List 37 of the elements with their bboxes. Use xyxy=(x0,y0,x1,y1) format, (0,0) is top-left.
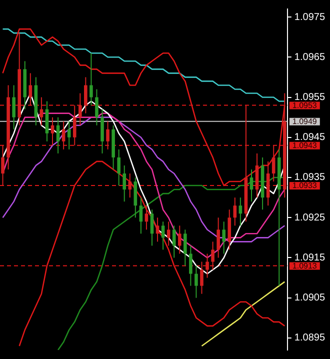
y-tick-label: 1.0975 xyxy=(294,12,326,23)
candlestick xyxy=(184,229,187,266)
y-tick-label: 1.0935 xyxy=(294,172,326,184)
candlestick xyxy=(90,52,93,106)
y-tick-label: 1.0915 xyxy=(294,252,326,264)
candlestick xyxy=(172,225,176,258)
candlestick xyxy=(250,168,254,202)
candlestick xyxy=(178,225,182,254)
candlestick xyxy=(117,148,120,186)
y-tick-label: 1.0955 xyxy=(294,92,326,104)
candlestick xyxy=(150,209,154,246)
candlestick xyxy=(194,265,198,298)
y-tick-label: 1.0965 xyxy=(294,52,326,63)
candlestick xyxy=(216,217,220,258)
ref-line-label: 1.0933 xyxy=(292,181,318,190)
candlestick xyxy=(238,197,242,226)
y-tick-label: 1.0905 xyxy=(294,292,326,304)
candlestick xyxy=(166,221,170,246)
candlestick xyxy=(233,197,237,226)
candlestick xyxy=(56,116,60,154)
candlestick xyxy=(161,221,165,250)
candlestick xyxy=(122,164,126,202)
candlestick xyxy=(222,221,226,254)
candlestick xyxy=(189,245,192,286)
candlestick xyxy=(95,88,98,126)
ref-line-label: 1.0953 xyxy=(292,100,318,110)
candlestick xyxy=(139,197,143,234)
candlestick xyxy=(12,84,16,130)
y-tick-label: 1.0925 xyxy=(294,212,326,224)
ref-line-label: 1.0949 xyxy=(292,117,318,126)
y-tick-label: 1.0945 xyxy=(294,132,326,144)
ref-line-label: 1.0943 xyxy=(292,141,318,150)
ref-line-label: 1.0913 xyxy=(292,261,318,270)
candlestick xyxy=(67,120,71,150)
y-tick-label: 1.0895 xyxy=(294,332,326,344)
candlestick xyxy=(156,217,160,242)
candlestick xyxy=(144,205,148,230)
